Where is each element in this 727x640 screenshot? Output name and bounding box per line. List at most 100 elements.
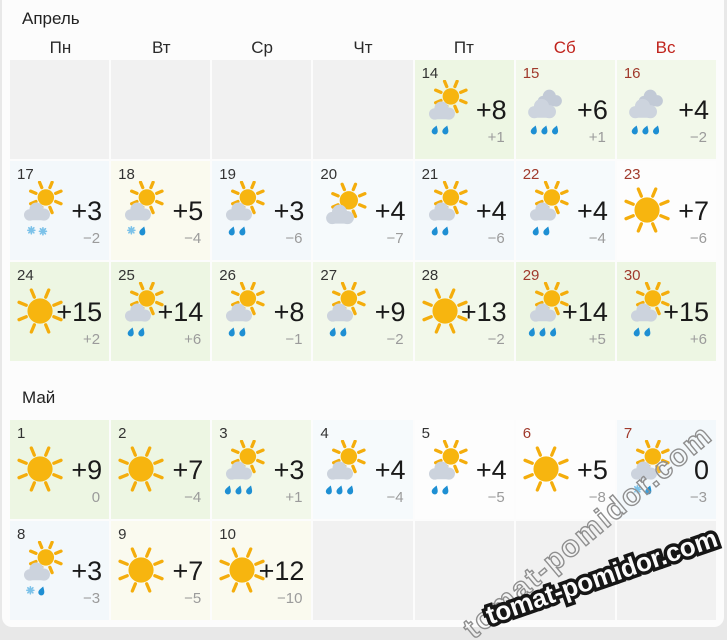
night-temperature: +5 [588,331,606,348]
night-temperature: 0 [91,489,101,506]
night-temperature: −6 [285,230,303,247]
cloud-rain-heavy-icon [518,80,576,138]
day-cell-18[interactable]: 18 +5 −4 [111,161,211,260]
day-temperature: +4 [475,196,507,226]
day-cell-1[interactable]: 1 +9 0 [10,420,110,519]
day-temperature: +3 [71,196,103,226]
date-number: 25 [118,267,135,284]
day-temperature: +9 [71,455,103,485]
day-temperature: +7 [172,556,204,586]
date-number: 10 [219,526,236,543]
day-cell-14[interactable]: 14 +8 +1 [414,60,514,159]
sun-cloud-rain-icon [518,180,576,239]
date-number: 3 [219,425,228,442]
day-cell-30[interactable]: 30 +15 +6 [616,262,716,361]
night-temperature: +1 [285,489,303,506]
sun-cloud-sleet-icon [12,540,70,599]
weekday-label-7: Вс [655,38,676,57]
night-temperature: −6 [689,230,707,247]
calendar-card: Апрель Пн Вт Ср Чт Пт Сб Вс 14 +8 +1 15 +6 +1 16 +4 −2… [2,0,724,627]
day-temperature: +15 [56,297,103,327]
day-temperature: +6 [577,95,608,125]
sun-icon [113,541,171,599]
date-number: 28 [421,267,439,284]
date-number: 22 [522,166,540,183]
date-number: 9 [118,526,127,543]
day-cell-26[interactable]: 26 +8 −1 [212,262,312,361]
sun-cloud-rain-heavy-icon [518,281,576,340]
date-number: 21 [421,166,439,183]
day-cell-28[interactable]: 28 +13 −2 [414,262,514,361]
night-temperature: −4 [588,230,606,247]
sun-cloud-rain-icon [113,281,171,340]
day-temperature: +3 [273,196,305,226]
date-number: 17 [17,166,34,183]
date-number: 1 [17,425,26,442]
day-cell-20[interactable]: 20 +4 −7 [313,161,413,260]
weekday-label-2: Вт [151,38,171,57]
day-cell-22[interactable]: 22 +4 −4 [515,161,615,260]
weekday-label-5: Пт [453,38,474,57]
night-temperature: −5 [487,489,505,506]
day-cell-9[interactable]: 9 +7 −5 [111,521,211,620]
empty-cell [111,60,211,159]
date-number: 29 [522,267,540,284]
date-number: 24 [17,267,34,284]
sun-cloud-icon [315,181,373,239]
april-grid: 14 +8 +1 15 +6 +1 16 +4 −2 17 +3 −2 18 +5 −4 19 +3 −6 20 +4… [10,60,716,361]
day-cell-17[interactable]: 17 +3 −2 [10,161,110,260]
day-cell-10[interactable]: 10 +12 −10 [212,521,312,620]
day-cell-23[interactable]: 23 +7 −6 [616,161,716,260]
day-cell-24[interactable]: 24 +15 +2 [10,262,110,361]
day-temperature: +3 [71,556,103,586]
sun-icon [417,282,475,340]
sun-cloud-sleet-icon [619,439,677,498]
day-cell-29[interactable]: 29 +14 +5 [515,262,615,361]
date-number: 4 [320,425,329,442]
night-temperature: −10 [276,590,303,607]
sun-cloud-sleet-icon [113,180,171,239]
date-number: 18 [118,166,135,183]
weekday-header-row: Пн Вт Ср Чт Пт Сб Вс [10,37,716,59]
day-cell-15[interactable]: 15 +6 +1 [515,60,615,159]
may-grid: 1 +9 0 2 +7 −4 3 +3 +1 4 +4 −4 5 +4 −5 6 +5 −8 7 0 −3 8 +3 −3 9 +… [10,420,716,620]
sun-cloud-rain-icon [619,281,677,340]
date-number: 2 [118,425,127,442]
date-number: 5 [421,425,430,442]
day-cell-5[interactable]: 5 +4 −5 [414,420,514,519]
sun-cloud-rain-icon [315,281,373,340]
day-temperature: +14 [157,297,204,327]
day-temperature: +4 [577,196,608,226]
sun-cloud-rain-heavy-icon [315,439,373,498]
night-temperature: −2 [689,129,707,146]
sun-icon [12,282,70,340]
day-temperature: +4 [374,196,406,226]
day-cell-8[interactable]: 8 +3 −3 [10,521,110,620]
sun-icon [12,440,70,498]
night-temperature: −2 [487,331,505,348]
cloud-rain-heavy-icon [619,80,677,138]
night-temperature: −8 [588,489,606,506]
weekday-label-6: Сб [553,38,576,57]
night-temperature: −6 [487,230,505,247]
weekday-label-1: Пн [49,38,72,57]
month-section-april: Апрель Пн Вт Ср Чт Пт Сб Вс 14 +8 +1 15 +6 +1 16 +4 −2… [2,0,724,361]
day-cell-6[interactable]: 6 +5 −8 [515,420,615,519]
day-cell-3[interactable]: 3 +3 +1 [212,420,312,519]
day-cell-2[interactable]: 2 +7 −4 [111,420,211,519]
day-cell-25[interactable]: 25 +14 +6 [111,262,211,361]
day-cell-4[interactable]: 4 +4 −4 [313,420,413,519]
day-cell-21[interactable]: 21 +4 −6 [414,161,514,260]
night-temperature: +1 [487,129,505,146]
day-cell-27[interactable]: 27 +9 −2 [313,262,413,361]
night-temperature: −4 [386,489,404,506]
night-temperature: −2 [83,230,101,247]
day-temperature: +13 [460,297,507,327]
day-cell-19[interactable]: 19 +3 −6 [212,161,312,260]
day-cell-7[interactable]: 7 0 −3 [616,420,716,519]
day-temperature: +9 [374,297,406,327]
sun-cloud-rain-icon [417,439,475,498]
sun-cloud-rain-heavy-icon [214,439,272,498]
day-temperature: +4 [475,455,507,485]
day-cell-16[interactable]: 16 +4 −2 [616,60,716,159]
